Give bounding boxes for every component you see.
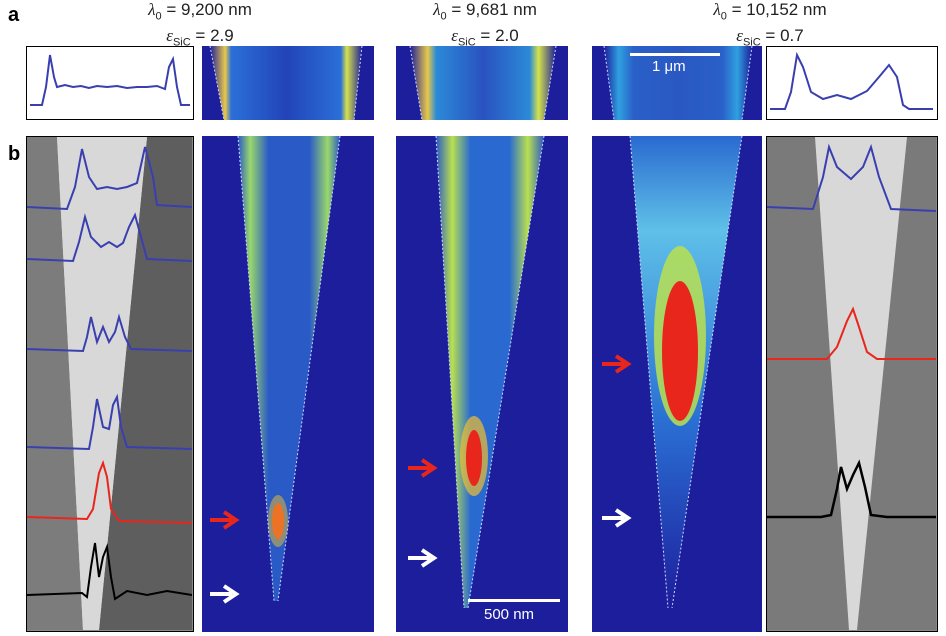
scalebar-1um-label: 1 μm [652,58,686,75]
nearfield-main-1 [202,136,374,632]
nearfield-top-3: 1 μm [592,46,762,120]
panel-label-b: b [8,143,21,165]
scalebar-500nm-label: 500 nm [484,606,535,623]
scalebar-1um [630,53,720,56]
profile-curve-right [770,51,933,110]
nearfield-main-2: 500 nm [396,136,568,632]
arrow-red-1 [210,510,240,530]
nearfield-top-2 [396,46,568,120]
profile-curve-left [30,54,190,106]
header-col-1: λ0 = 9,200 nm εSiC = 2.9 [148,0,252,49]
arrow-white-1 [210,584,240,604]
sem-image-left [26,136,194,632]
profile-box-left [26,46,194,120]
arrow-white-2 [408,548,438,568]
nearfield-main-3 [592,136,762,632]
profile-box-right [766,46,938,120]
arrow-red-2 [408,458,438,478]
arrow-white-3 [602,508,632,528]
arrow-red-3 [602,354,632,374]
sem-image-right [766,136,938,632]
nearfield-top-1 [202,46,374,120]
panel-label-a: a [8,4,20,26]
header-col-3: λ0 = 10,152 nm εSiC = 0.7 [713,0,827,49]
scalebar-500nm [468,599,560,602]
header-col-2: λ0 = 9,681 nm εSiC = 2.0 [433,0,537,49]
